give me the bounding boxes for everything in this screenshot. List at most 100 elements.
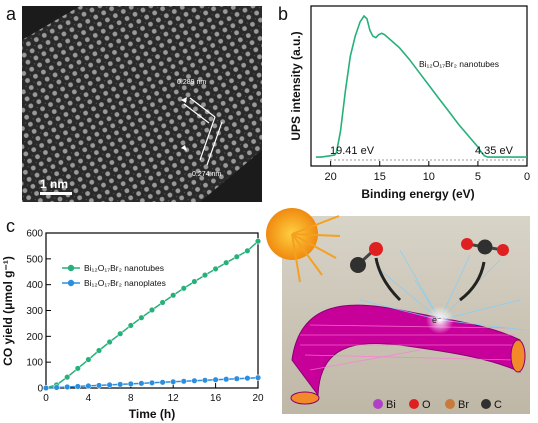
co-x-tick-label: 8 <box>128 393 134 404</box>
co-point-0 <box>201 272 209 279</box>
co-point-1 <box>233 375 240 382</box>
co-y-axis-label: CO yield (μmol g⁻¹) <box>1 256 15 366</box>
co-point-1 <box>223 376 230 383</box>
legend-label-nanoplates: Bi₁₂O₁₇Br₂ nanoplates <box>84 278 166 288</box>
co-y-tick-label: 200 <box>26 332 43 343</box>
co-point-1 <box>244 375 251 382</box>
sun-icon <box>266 208 341 283</box>
co-point-1 <box>42 384 50 392</box>
spacing-line-2 <box>183 103 210 124</box>
co-point-1 <box>191 377 198 384</box>
co-point-1 <box>201 377 209 384</box>
ups-right-edge-label: 4.35 eV <box>475 145 514 157</box>
panel-a: a 0.289 nm 0.274 nm 1 nm <box>6 4 262 202</box>
ups-plot-frame <box>310 5 528 167</box>
co2-molecule-icon <box>461 238 509 256</box>
nanotube-lattice-lines <box>300 324 516 371</box>
nanotube-end <box>510 339 526 373</box>
co-x-tick-label: 4 <box>86 393 92 404</box>
co-molecule-icon <box>350 242 383 273</box>
ups-x-tick-label: 5 <box>475 171 481 183</box>
co-point-0 <box>212 265 219 272</box>
panel-d: d e⁻ <box>266 208 530 414</box>
co-point-0 <box>233 253 240 260</box>
panel-letter-b: b <box>278 4 288 24</box>
legend-atom-label: Br <box>458 399 469 411</box>
co-point-1 <box>64 383 71 391</box>
co-y-tick-label: 0 <box>37 384 43 395</box>
arrow-marker-bottom <box>181 145 187 151</box>
co-y-tick-label: 500 <box>26 254 43 265</box>
ups-x-tick-label: 20 <box>325 171 337 183</box>
panel-b: b 20 15 10 5 0 Bi₁₂O₁₇Br₂ nanotubes 19.41 eV… <box>278 4 530 201</box>
arrow-marker-top <box>181 97 187 103</box>
co-point-0 <box>74 365 81 372</box>
legend-atom-br <box>445 399 455 409</box>
co-point-0 <box>159 299 166 306</box>
co-x-ticks: 0 4 8 12 16 20 <box>43 383 264 404</box>
co-y-tick-label: 600 <box>26 229 43 240</box>
co-point-0 <box>127 322 134 329</box>
co-point-1 <box>148 379 156 386</box>
co-y-tick-label: 100 <box>26 358 43 369</box>
co-point-1 <box>85 382 92 389</box>
co-y-ticks: 0 100 200 300 400 500 600 <box>26 229 51 395</box>
co-legend: Bi₁₂O₁₇Br₂ nanotubes Bi₁₂O₁₇Br₂ nanoplat… <box>62 263 166 288</box>
co-point-1 <box>254 374 262 381</box>
legend-label-nanotubes: Bi₁₂O₁₇Br₂ nanotubes <box>84 263 164 273</box>
spacing-line-3 <box>199 116 216 161</box>
electron-glow <box>426 306 454 334</box>
legend-atom-c <box>481 399 491 409</box>
co-x-tick-label: 12 <box>168 393 180 404</box>
legend-marker-nanotubes <box>67 264 75 272</box>
ups-x-axis-label: Binding energy (eV) <box>361 187 474 201</box>
legend-atom-label: Bi <box>386 399 396 411</box>
co-point-0 <box>64 374 71 381</box>
co-point-1 <box>180 378 187 385</box>
legend-marker-nanoplates <box>67 279 75 287</box>
ups-spectrum-line <box>315 14 527 158</box>
atom-legend: Bi O Br C <box>373 399 502 411</box>
panel-c: c 0 100 200 300 400 500 600 0 4 8 12 16 20 Bi₁₂O₁₇B… <box>1 216 264 421</box>
co-point-1 <box>212 376 219 383</box>
co-x-tick-label: 16 <box>210 393 222 404</box>
spacing-line-4 <box>206 121 223 166</box>
spacing-label-top: 0.289 nm <box>177 79 206 86</box>
co-point-1 <box>159 379 166 386</box>
co-point-1 <box>117 381 124 388</box>
co-point-0 <box>117 330 124 337</box>
co-point-1 <box>74 383 81 390</box>
co-y-tick-label: 300 <box>26 306 43 317</box>
co-series-group <box>42 238 262 392</box>
ups-y-axis-label: UPS intensity (a.u.) <box>289 31 303 140</box>
co-point-0 <box>106 338 113 346</box>
legend-atom-label: O <box>422 399 431 411</box>
legend-atom-o <box>409 399 419 409</box>
stem-lattice-region <box>22 6 262 202</box>
reaction-arrow-left <box>374 257 402 302</box>
scale-bar-label: 1 nm <box>40 177 68 191</box>
spacing-line-1 <box>189 97 216 118</box>
spacing-label-bottom: 0.274 nm <box>192 171 221 178</box>
co-point-0 <box>85 356 92 363</box>
ups-x-tick-label: 15 <box>374 171 386 183</box>
co-x-tick-label: 0 <box>43 393 49 404</box>
nanotube-end-left <box>290 391 320 405</box>
co-point-0 <box>170 292 177 299</box>
electron-label: e⁻ <box>432 315 442 325</box>
co-x-axis-label: Time (h) <box>129 407 175 421</box>
ups-x-tick-label: 0 <box>524 171 530 183</box>
co-y-tick-label: 400 <box>26 280 43 291</box>
legend-atom-label: C <box>494 399 502 411</box>
reaction-arrow-right <box>459 261 486 302</box>
co-point-1 <box>106 381 113 388</box>
co-point-1 <box>95 382 103 389</box>
co-point-0 <box>191 278 198 285</box>
ups-x-ticks: 20 15 10 5 0 <box>325 161 530 183</box>
co-point-1 <box>170 378 177 385</box>
co-point-0 <box>138 314 145 321</box>
ups-left-edge-label: 19.41 eV <box>330 145 375 157</box>
co-point-0 <box>95 347 103 354</box>
co-point-0 <box>148 306 156 314</box>
